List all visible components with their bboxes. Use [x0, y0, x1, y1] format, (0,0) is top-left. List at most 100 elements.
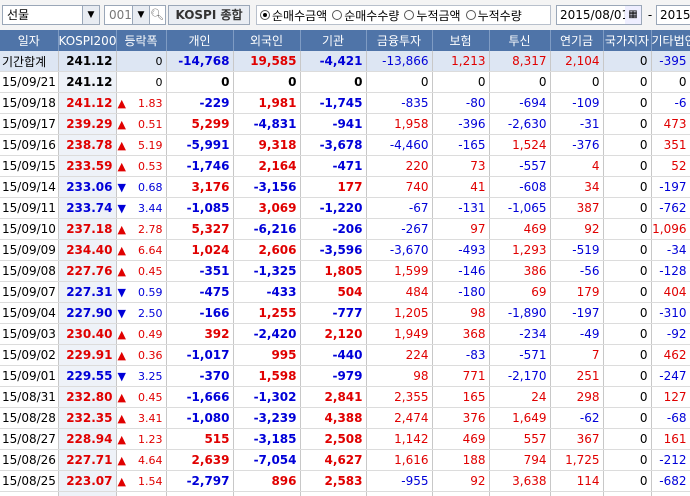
- column-header[interactable]: 투신: [489, 30, 551, 51]
- value-cell: -310: [651, 302, 690, 324]
- value-cell: -694: [489, 92, 551, 114]
- change-cell: ▼5.61: [116, 491, 167, 496]
- column-header[interactable]: 국가지자: [603, 30, 652, 51]
- value-cell: -376: [550, 134, 604, 156]
- table-row[interactable]: 15/09/07 227.31 ▼ 0.59 -475 -433 504 484 -180 69 1…: [0, 281, 690, 303]
- start-date-input[interactable]: 2015/08/01 ▦: [556, 5, 642, 25]
- table-row[interactable]: 15/09/01 229.55 ▼ 3.25 -370 1,598 -979 98 771 -2,…: [0, 365, 690, 387]
- chevron-down-icon[interactable]: ▼: [82, 6, 99, 24]
- radio-dot-icon: [465, 10, 476, 20]
- table-row[interactable]: 15/09/14 233.06 ▼ 0.68 3,176 -3,156 177 740 41 -6…: [0, 176, 690, 198]
- radio-net-buy-quantity[interactable]: 순매수수량: [332, 7, 399, 24]
- table-row[interactable]: 15/08/28 232.35 ▲ 3.41 -1,080 -3,239 4,388 2,47…: [0, 407, 690, 429]
- column-header[interactable]: KOSPI200: [58, 30, 117, 51]
- radio-cumulative-amount[interactable]: 누적금액: [404, 7, 461, 24]
- arrow-up-icon: ▲: [117, 474, 126, 488]
- investor-trading-table: 일자KOSPI200등락폭개인외국인기관금융투자보험투신연기금국가지자기타법인 …: [0, 30, 690, 496]
- kospi200-cell: 233.74: [58, 197, 117, 219]
- radio-dot-icon: [404, 10, 415, 20]
- value-cell: -3,596: [300, 239, 367, 261]
- column-header[interactable]: 외국인: [233, 30, 301, 51]
- start-date-value: 2015/08/01: [560, 8, 630, 22]
- search-icon: 🔍︎: [150, 8, 164, 21]
- table-row[interactable]: 15/09/18 241.12 ▲ 1.83 -229 1,981 -1,745 -835 -8…: [0, 92, 690, 114]
- change-value: 1.54: [138, 474, 163, 488]
- table-row[interactable]: 15/09/02 229.91 ▲ 0.36 -1,017 995 -440 224 -83 -5…: [0, 344, 690, 366]
- value-cell: 0: [233, 71, 301, 93]
- value-cell: 557: [489, 428, 551, 450]
- value-cell: 473: [651, 113, 690, 135]
- summary-row[interactable]: 기간합계 241.12 0 -14,768 19,585 -4,421 -13,866 1,2…: [0, 51, 690, 72]
- end-date-value: 2015: [660, 8, 690, 22]
- value-cell: -146: [432, 260, 490, 282]
- radio-net-buy-amount[interactable]: 순매수금액: [260, 7, 327, 24]
- value-cell: 98: [366, 365, 433, 387]
- table-row[interactable]: 15/08/31 232.80 ▲ 0.45 -1,666 -1,302 2,841 2,35…: [0, 386, 690, 408]
- table-row[interactable]: 15/09/17 239.29 ▲ 0.51 5,299 -4,831 -941 1,958-…: [0, 113, 690, 135]
- value-cell: 98: [432, 302, 490, 324]
- table-row[interactable]: 15/09/21 241.12 0 0 0 0 0 0 0 0 0 0: [0, 71, 690, 93]
- change-cell: ▲ 0.45: [116, 386, 167, 408]
- table-row[interactable]: 15/09/09 234.40 ▲ 6.64 1,024 2,606 -3,596 -3,67…: [0, 239, 690, 261]
- column-header[interactable]: 개인: [166, 30, 234, 51]
- kospi200-cell: 229.55: [58, 365, 117, 387]
- kospi200-cell: 230.40: [58, 323, 117, 345]
- value-cell: -166: [166, 302, 234, 324]
- value-cell: -608: [489, 176, 551, 198]
- value-cell: -267: [366, 218, 433, 240]
- column-header[interactable]: 보험: [432, 30, 490, 51]
- change-value: 2.78: [138, 222, 163, 236]
- search-button[interactable]: 🔍︎: [150, 5, 166, 25]
- value-cell: 92: [432, 470, 490, 492]
- column-header[interactable]: 기타법인: [651, 30, 690, 51]
- table-row[interactable]: 15/09/04 227.90 ▼ 2.50 -166 1,255 -777 1,205 98-…: [0, 302, 690, 324]
- table-row[interactable]: 15/09/03 230.40 ▲ 0.49 392 -2,420 2,120 1,949 36…: [0, 323, 690, 345]
- table-row[interactable]: 15/09/08 227.76 ▲ 0.45 -351 -1,325 1,805 1,599-…: [0, 260, 690, 282]
- value-cell: 177: [300, 176, 367, 198]
- column-header[interactable]: 기관: [300, 30, 367, 51]
- value-cell: 4,627: [300, 449, 367, 471]
- column-header[interactable]: 연기금: [550, 30, 604, 51]
- value-cell: -682: [651, 470, 690, 492]
- value-cell: -3,670: [366, 239, 433, 261]
- table-row[interactable]: 15/08/26 227.71 ▲ 4.64 2,639 -7,054 4,627 1,616…: [0, 449, 690, 471]
- value-cell: 0: [603, 323, 652, 345]
- table-row[interactable]: 15/09/10 237.18 ▲ 2.78 5,327 -6,216 -206 -267 97…: [0, 218, 690, 240]
- value-cell: 97: [432, 218, 490, 240]
- value-cell: 0: [489, 71, 551, 93]
- value-cell: 1,599: [366, 260, 433, 282]
- table-row[interactable]: 15/08/24221.53▼5.61-12,18720,962-7,705-7…: [0, 491, 690, 496]
- value-cell: 19,585: [233, 51, 301, 72]
- table-row[interactable]: 15/09/11 233.74 ▼ 3.44 -1,085 3,069 -1,220 -67-…: [0, 197, 690, 219]
- column-header[interactable]: 등락폭: [116, 30, 167, 51]
- value-cell: 462: [651, 344, 690, 366]
- value-cell: 1,205: [366, 302, 433, 324]
- value-cell: 2,841: [300, 386, 367, 408]
- change-value: 0: [155, 54, 163, 68]
- code-input[interactable]: 001 ▼: [104, 5, 150, 25]
- value-cell: 376: [432, 407, 490, 429]
- table-row[interactable]: 15/09/15 233.59 ▲ 0.53 -1,746 2,164 -471 220 73-…: [0, 155, 690, 177]
- table-row[interactable]: 15/08/27 228.94 ▲ 1.23 515 -3,185 2,508 1,142 46…: [0, 428, 690, 450]
- value-cell: 1,949: [366, 323, 433, 345]
- column-header[interactable]: 금융투자: [366, 30, 433, 51]
- change-cell: ▼ 0.68: [116, 176, 167, 198]
- value-cell: -1,302: [233, 386, 301, 408]
- end-date-input[interactable]: 2015: [656, 5, 690, 25]
- kospi200-cell: 241.12: [58, 51, 117, 72]
- market-select[interactable]: 선물 ▼: [2, 5, 100, 25]
- kospi200-cell: 227.76: [58, 260, 117, 282]
- calendar-icon[interactable]: ▦: [625, 6, 641, 24]
- column-header[interactable]: 일자: [0, 30, 59, 51]
- value-cell: -83: [432, 344, 490, 366]
- kospi200-cell: 229.91: [58, 344, 117, 366]
- table-row[interactable]: 15/08/25 223.07 ▲ 1.54 -2,797 896 2,583 -955 92 3…: [0, 470, 690, 492]
- value-cell: 2,508: [300, 428, 367, 450]
- radio-cumulative-quantity[interactable]: 누적수량: [465, 7, 522, 24]
- arrow-up-icon: ▲: [117, 432, 126, 446]
- value-cell: -7,491: [366, 491, 433, 496]
- code-chevron-down-icon[interactable]: ▼: [132, 6, 149, 24]
- value-cell: -762: [651, 197, 690, 219]
- kospi200-cell: 237.18: [58, 218, 117, 240]
- table-row[interactable]: 15/09/16 238.78 ▲ 5.19 -5,991 9,318 -3,678 -4,4…: [0, 134, 690, 156]
